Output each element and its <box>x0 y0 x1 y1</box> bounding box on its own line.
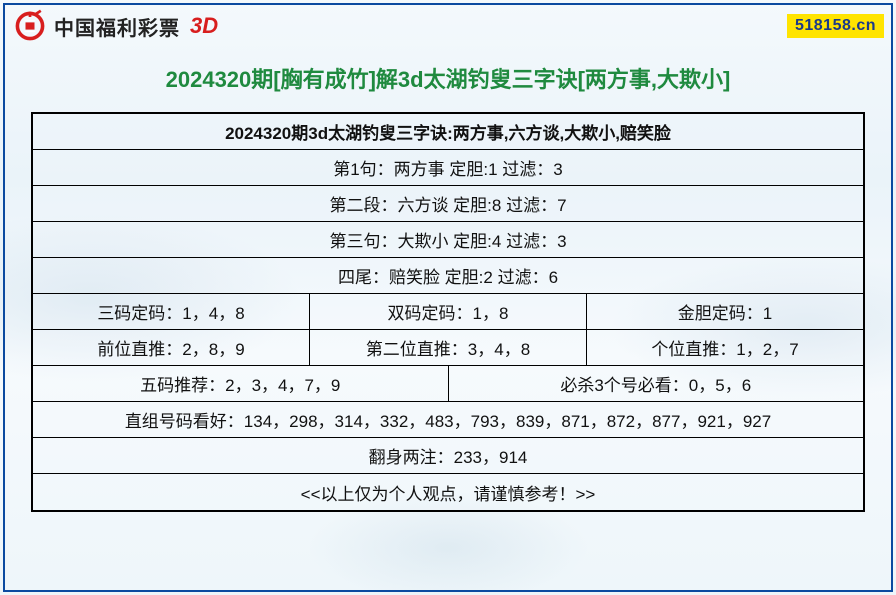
table-row: 第三句：大欺小 定胆:4 过滤：3 <box>33 222 863 258</box>
page-title: 2024320期[胸有成竹]解3d太湖钓叟三字诀[两方事,大欺小] <box>0 62 896 94</box>
table-cell: 金胆定码：1 <box>587 294 863 329</box>
table-row: 三码定码：1，4，8 双码定码：1，8 金胆定码：1 <box>33 294 863 330</box>
table-cell: 翻身两注：233，914 <box>33 438 863 473</box>
table-cell: 必杀3个号必看：0，5，6 <box>449 366 864 401</box>
table-row: 第1句：两方事 定胆:1 过滤：3 <box>33 150 863 186</box>
table-cell: 个位直推：1，2，7 <box>587 330 863 365</box>
table-row: 前位直推：2，8，9 第二位直推：3，4，8 个位直推：1，2，7 <box>33 330 863 366</box>
table-row: 直组号码看好：134，298，314，332，483，793，839，871，8… <box>33 402 863 438</box>
table-cell: 三码定码：1，4，8 <box>33 294 310 329</box>
header: 中国福利彩票 3D 518158.cn <box>0 0 896 48</box>
table-cell: 四尾：赔笑脸 定胆:2 过滤：6 <box>33 258 863 293</box>
table-cell: <<以上仅为个人观点，请谨慎参考！>> <box>33 474 863 510</box>
table-row: 五码推荐：2，3，4，7，9 必杀3个号必看：0，5，6 <box>33 366 863 402</box>
brand-text: 中国福利彩票 <box>54 12 180 41</box>
table-cell: 前位直推：2，8，9 <box>33 330 310 365</box>
brand-suffix: 3D <box>190 13 218 39</box>
logo: 中国福利彩票 3D <box>12 8 218 44</box>
site-badge: 518158.cn <box>787 14 884 38</box>
lottery-logo-icon <box>12 8 48 44</box>
table-cell: 双码定码：1，8 <box>310 294 587 329</box>
table-cell: 五码推荐：2，3，4，7，9 <box>33 366 449 401</box>
table-cell: 2024320期3d太湖钓叟三字诀:两方事,六方谈,大欺小,赔笑脸 <box>33 114 863 149</box>
table-cell: 第三句：大欺小 定胆:4 过滤：3 <box>33 222 863 257</box>
table-row: 2024320期3d太湖钓叟三字诀:两方事,六方谈,大欺小,赔笑脸 <box>33 114 863 150</box>
table-cell: 第1句：两方事 定胆:1 过滤：3 <box>33 150 863 185</box>
table-row: 四尾：赔笑脸 定胆:2 过滤：6 <box>33 258 863 294</box>
table-row: 翻身两注：233，914 <box>33 438 863 474</box>
table-cell: 直组号码看好：134，298，314，332，483，793，839，871，8… <box>33 402 863 437</box>
table-cell: 第二段：六方谈 定胆:8 过滤：7 <box>33 186 863 221</box>
table-cell: 第二位直推：3，4，8 <box>310 330 587 365</box>
table-row: 第二段：六方谈 定胆:8 过滤：7 <box>33 186 863 222</box>
table-row: <<以上仅为个人观点，请谨慎参考！>> <box>33 474 863 510</box>
data-table: 2024320期3d太湖钓叟三字诀:两方事,六方谈,大欺小,赔笑脸 第1句：两方… <box>31 112 865 512</box>
